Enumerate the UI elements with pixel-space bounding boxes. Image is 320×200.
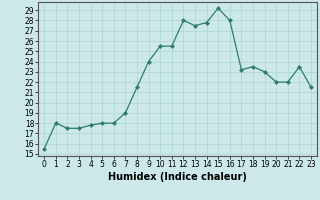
X-axis label: Humidex (Indice chaleur): Humidex (Indice chaleur) — [108, 172, 247, 182]
